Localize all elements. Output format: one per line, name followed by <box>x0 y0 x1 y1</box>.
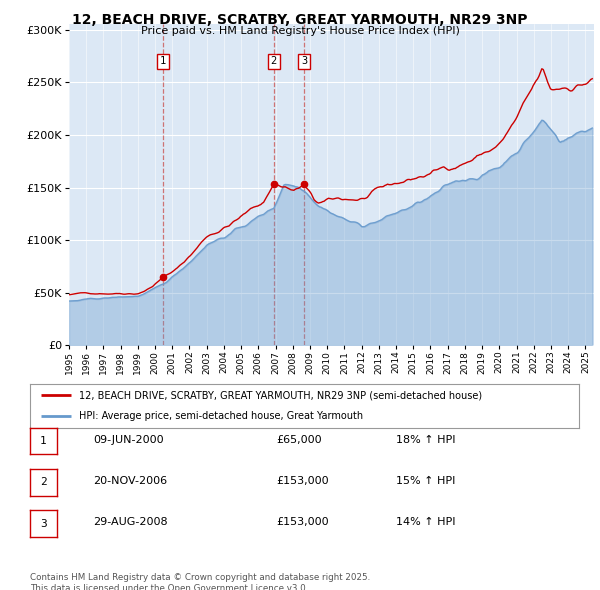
Text: 12, BEACH DRIVE, SCRATBY, GREAT YARMOUTH, NR29 3NP (semi-detached house): 12, BEACH DRIVE, SCRATBY, GREAT YARMOUTH… <box>79 391 482 401</box>
Text: £153,000: £153,000 <box>276 476 329 486</box>
Text: 2: 2 <box>271 57 277 67</box>
Text: 3: 3 <box>301 57 307 67</box>
Text: £65,000: £65,000 <box>276 435 322 444</box>
Text: 29-AUG-2008: 29-AUG-2008 <box>93 517 167 527</box>
Text: 09-JUN-2000: 09-JUN-2000 <box>93 435 164 444</box>
Text: 3: 3 <box>40 519 47 529</box>
Text: 15% ↑ HPI: 15% ↑ HPI <box>396 476 455 486</box>
Text: 1: 1 <box>160 57 166 67</box>
Text: 20-NOV-2006: 20-NOV-2006 <box>93 476 167 486</box>
Text: HPI: Average price, semi-detached house, Great Yarmouth: HPI: Average price, semi-detached house,… <box>79 411 364 421</box>
Text: Price paid vs. HM Land Registry's House Price Index (HPI): Price paid vs. HM Land Registry's House … <box>140 26 460 36</box>
Text: 14% ↑ HPI: 14% ↑ HPI <box>396 517 455 527</box>
Text: 12, BEACH DRIVE, SCRATBY, GREAT YARMOUTH, NR29 3NP: 12, BEACH DRIVE, SCRATBY, GREAT YARMOUTH… <box>72 13 528 27</box>
Text: £153,000: £153,000 <box>276 517 329 527</box>
Text: 1: 1 <box>40 436 47 446</box>
Text: 18% ↑ HPI: 18% ↑ HPI <box>396 435 455 444</box>
Text: Contains HM Land Registry data © Crown copyright and database right 2025.
This d: Contains HM Land Registry data © Crown c… <box>30 573 370 590</box>
Text: 2: 2 <box>40 477 47 487</box>
